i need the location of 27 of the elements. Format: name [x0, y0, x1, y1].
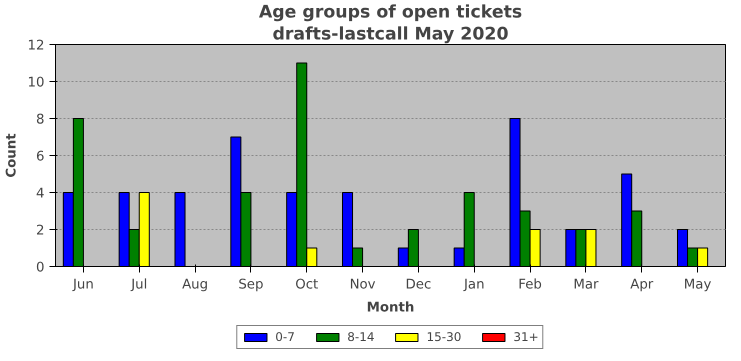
- legend-label: 15-30: [426, 330, 462, 344]
- x-tick-label: Jun: [72, 278, 94, 292]
- legend-label: 0-7: [275, 330, 296, 344]
- x-tick-label: Apr: [630, 278, 654, 292]
- legend-label: 31+: [513, 330, 539, 344]
- y-tick-label: 12: [28, 38, 45, 54]
- chart-title: Age groups of open tickets: [258, 2, 522, 22]
- x-tick-label: Mar: [573, 278, 600, 292]
- x-tick-label: Jul: [130, 278, 148, 292]
- y-tick-label: 0: [36, 260, 45, 276]
- x-tick-label: Sep: [238, 278, 264, 292]
- x-tick-label: Nov: [350, 278, 376, 292]
- x-tick-label: Jan: [462, 278, 485, 292]
- x-tick-label: Feb: [518, 278, 542, 292]
- y-tick-label: 6: [36, 150, 45, 164]
- x-tick-label: May: [684, 278, 712, 292]
- x-tick-label: Aug: [182, 278, 208, 292]
- y-tick-label: 4: [36, 186, 45, 202]
- y-tick-label: 2: [36, 224, 45, 238]
- x-tick-label: Dec: [406, 278, 432, 292]
- x-tick-label: Oct: [295, 278, 318, 292]
- x-axis-title: Month: [366, 300, 414, 316]
- chart-subtitle: drafts-lastcall May 2020: [272, 24, 509, 44]
- y-axis-title: Count: [4, 132, 20, 178]
- y-tick-label: 8: [36, 112, 45, 128]
- legend-label: 8-14: [347, 330, 375, 344]
- y-tick-label: 10: [28, 76, 45, 90]
